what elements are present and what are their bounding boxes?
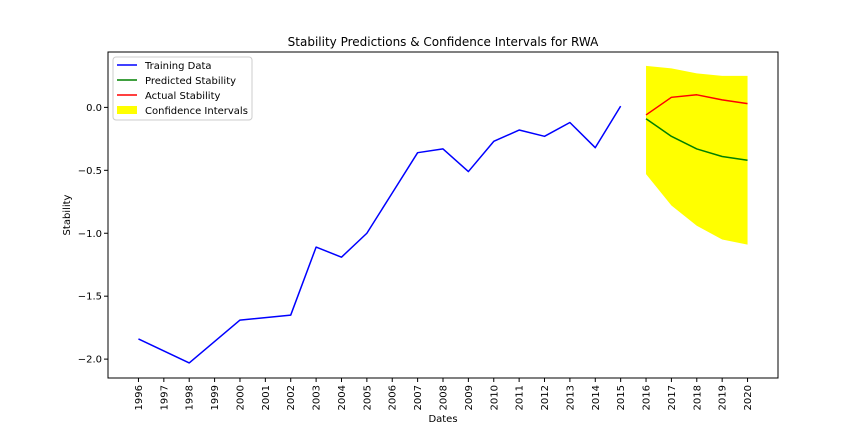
x-tick-label: 2012 <box>540 385 551 410</box>
x-tick-label: 2019 <box>718 385 729 410</box>
x-tick-label: 2004 <box>337 385 348 410</box>
y-tick-label: −2.0 <box>78 355 102 366</box>
y-axis: −2.0 −1.5 −1.0 −0.5 0.0 <box>78 103 108 366</box>
y-tick-label: 0.0 <box>86 103 102 114</box>
series-line-predicted-stability <box>645 118 748 161</box>
x-tick-label: 2011 <box>515 385 526 410</box>
legend-label-training: Training Data <box>144 61 212 72</box>
x-tick-label: 1996 <box>134 385 145 410</box>
x-tick-label: 2016 <box>642 385 653 410</box>
x-tick-label: 2020 <box>743 385 754 410</box>
x-tick-label: 2010 <box>489 385 500 410</box>
x-tick-label: 2009 <box>464 385 475 410</box>
x-tick-label: 1999 <box>210 385 221 410</box>
x-tick-label: 2001 <box>261 385 272 410</box>
x-tick-label: 2008 <box>439 385 450 410</box>
x-tick-label: 2014 <box>591 385 602 410</box>
y-axis-label: Stability <box>62 194 73 235</box>
x-tick-label: 1998 <box>185 385 196 410</box>
legend-label-confidence: Confidence Intervals <box>145 106 248 117</box>
x-tick-label: 2000 <box>235 385 246 410</box>
y-tick-label: −1.0 <box>78 229 102 240</box>
x-tick-label: 2018 <box>692 385 703 410</box>
y-tick-label: −1.5 <box>78 292 102 303</box>
x-tick-label: 2007 <box>413 385 424 410</box>
x-tick-label: 2013 <box>565 385 576 410</box>
x-axis-label: Dates <box>428 414 457 425</box>
x-tick-label: 1997 <box>159 385 170 410</box>
legend-label-predicted: Predicted Stability <box>145 76 236 87</box>
chart-title: Stability Predictions & Confidence Inter… <box>288 35 599 49</box>
x-tick-label: 2002 <box>286 385 297 410</box>
x-tick-label: 2006 <box>388 385 399 410</box>
x-axis: 1996 1997 1998 1999 2000 2001 2002 2003 2004 2005… <box>134 378 754 410</box>
confidence-band <box>646 65 748 245</box>
legend-label-actual: Actual Stability <box>145 91 221 102</box>
series-line-training-data <box>138 105 622 364</box>
x-tick-label: 2017 <box>667 385 678 410</box>
x-tick-label: 2005 <box>362 385 373 410</box>
series-line-actual-stability <box>645 94 748 116</box>
legend-frame <box>112 56 253 121</box>
legend: Training Data Predicted Stability Actual… <box>112 56 253 121</box>
legend-swatch-confidence <box>117 106 137 114</box>
y-tick-label: −0.5 <box>78 166 102 177</box>
x-tick-label: 2003 <box>312 385 323 410</box>
x-tick-label: 2015 <box>616 385 627 410</box>
